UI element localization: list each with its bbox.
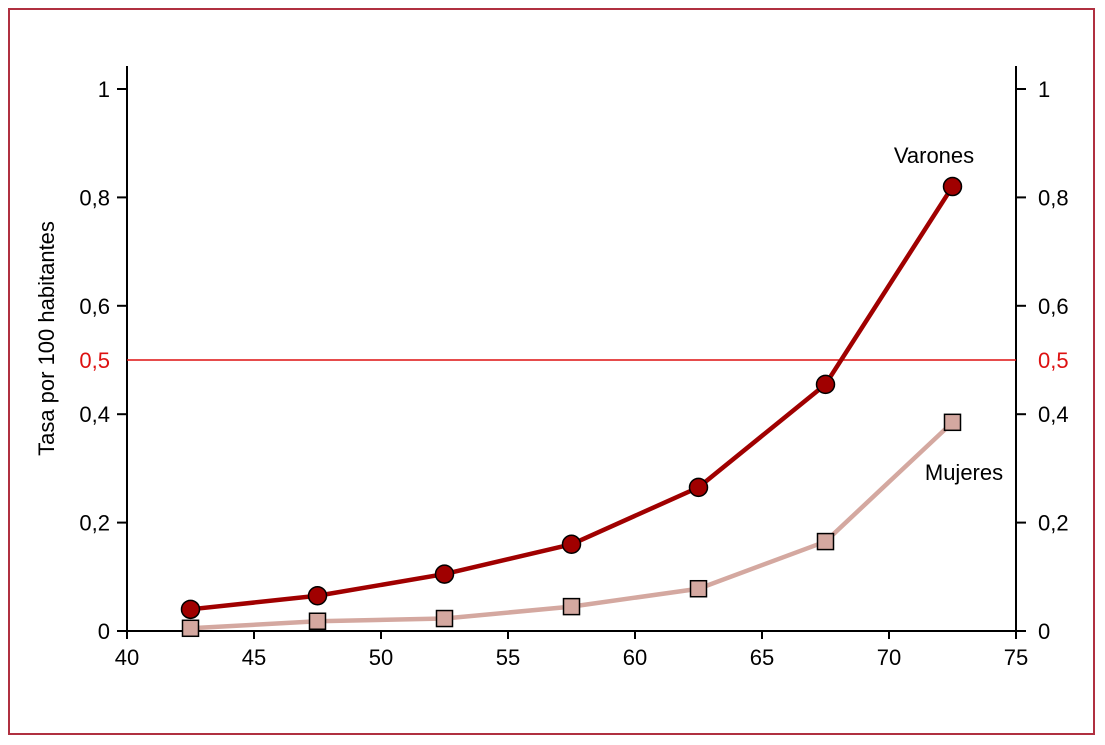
series-label-mujeres: Mujeres	[925, 460, 1003, 485]
x-tick-label: 60	[623, 645, 647, 670]
data-point-mujeres	[435, 609, 454, 628]
axes: 40 45 50 55 60 65 70 75 0 0 0,2 0,2 0,4 0,4 0,6 0,6 0,8 0…	[34, 66, 1069, 670]
y-tick-label-right: 1	[1038, 77, 1050, 102]
labels-group: Varones Mujeres	[894, 143, 1003, 485]
x-tick-label: 55	[496, 645, 520, 670]
y-tick-label-left: 0,8	[79, 185, 110, 210]
data-point-mujeres	[308, 612, 327, 630]
x-tick-label: 40	[115, 645, 139, 670]
data-point-mujeres	[816, 532, 835, 551]
x-tick-label: 45	[242, 645, 266, 670]
data-point-varones	[942, 176, 963, 197]
reference-label-right: 0,5	[1038, 348, 1069, 373]
y-tick-label-right: 0,8	[1038, 185, 1069, 210]
data-point-varones	[815, 374, 836, 395]
y-tick-label-left: 0,6	[79, 294, 110, 319]
data-point-mujeres	[181, 619, 200, 638]
data-point-varones	[688, 477, 709, 498]
data-point-varones	[180, 599, 201, 620]
data-point-varones	[434, 564, 455, 584]
series-group	[180, 176, 963, 638]
y-tick-label-right: 0,4	[1038, 402, 1069, 427]
y-tick-label-left: 0,4	[79, 402, 110, 427]
series-label-varones: Varones	[894, 143, 974, 168]
x-tick-label: 65	[750, 645, 774, 670]
data-point-mujeres	[943, 413, 962, 432]
data-point-varones	[561, 534, 582, 555]
x-tick-label: 50	[369, 645, 393, 670]
data-point-varones	[307, 586, 328, 606]
y-tick-label-right: 0	[1038, 619, 1050, 644]
y-tick-label-right: 0,2	[1038, 511, 1069, 536]
reference-label-left: 0,5	[79, 348, 110, 373]
reference-line-group: 0,5 0,5	[79, 348, 1068, 373]
data-point-mujeres	[562, 597, 581, 616]
x-tick-label: 70	[877, 645, 901, 670]
data-point-mujeres	[689, 579, 708, 598]
y-tick-label-left: 0,2	[79, 511, 110, 536]
y-tick-label-left: 1	[98, 77, 110, 102]
y-tick-label-right: 0,6	[1038, 294, 1069, 319]
y-tick-label-left: 0	[98, 619, 110, 644]
y-axis-title: Tasa por 100 habitantes	[34, 221, 59, 456]
x-tick-label: 75	[1004, 645, 1028, 670]
